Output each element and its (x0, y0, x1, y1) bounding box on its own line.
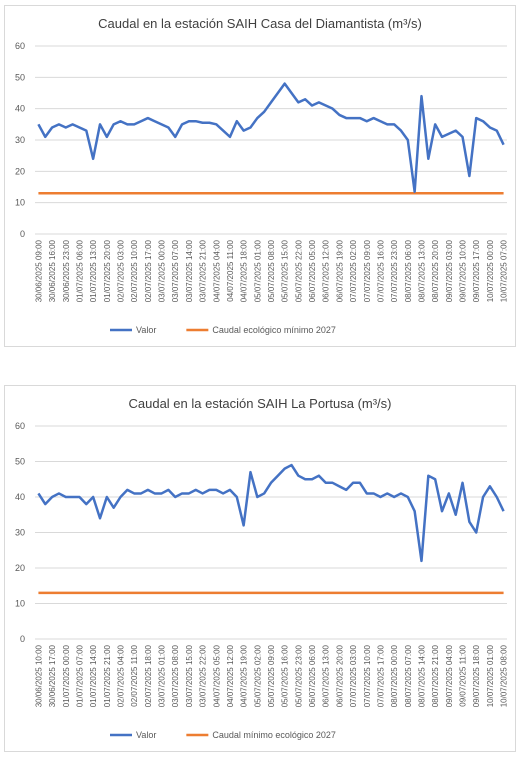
x-tick-label: 04/07/2025 12:00 (226, 644, 235, 707)
x-tick-label: 06/07/2025 12:00 (322, 239, 331, 302)
x-tick-label: 09/07/2025 11:00 (459, 644, 468, 706)
x-tick-label: 08/07/2025 13:00 (417, 239, 426, 302)
y-tick-label: 0 (20, 229, 25, 239)
x-tick-label: 30/06/2025 09:00 (34, 239, 43, 302)
y-tick-label: 40 (15, 104, 25, 114)
series-line (37, 463, 505, 563)
chart-title: Caudal en la estación SAIH La Portusa (m… (128, 396, 391, 411)
x-tick-label: 02/07/2025 18:00 (144, 644, 153, 707)
x-tick-label: 03/07/2025 01:00 (158, 644, 167, 707)
x-tick-label: 05/07/2025 08:00 (267, 239, 276, 302)
x-tick-label: 09/07/2025 18:00 (472, 644, 481, 707)
x-tick-label: 02/07/2025 17:00 (144, 239, 153, 302)
x-tick-label: 01/07/2025 20:00 (103, 239, 112, 302)
legend-label: Caudal mínimo ecológico 2027 (212, 730, 336, 740)
x-tick-label: 07/07/2025 03:00 (349, 644, 358, 707)
x-tick-label: 10/07/2025 00:00 (486, 239, 495, 302)
x-tick-label: 01/07/2025 13:00 (89, 239, 98, 302)
x-tick-label: 05/07/2025 16:00 (281, 644, 290, 707)
x-tick-label: 10/07/2025 07:00 (500, 239, 509, 302)
chart: Caudal en la estación SAIH Casa del Diam… (4, 5, 516, 347)
y-tick-label: 0 (20, 634, 25, 644)
y-tick-label: 30 (15, 528, 25, 538)
x-tick-label: 08/07/2025 06:00 (404, 239, 413, 302)
x-tick-label: 30/06/2025 17:00 (48, 644, 57, 707)
legend-label: Valor (136, 325, 156, 335)
x-tick-label: 05/07/2025 15:00 (281, 239, 290, 302)
x-tick-label: 02/07/2025 04:00 (117, 644, 126, 707)
x-tick-label: 03/07/2025 14:00 (185, 239, 194, 302)
x-tick-label: 09/07/2025 17:00 (472, 239, 481, 302)
x-tick-label: 01/07/2025 06:00 (75, 239, 84, 302)
x-tick-label: 05/07/2025 09:00 (267, 644, 276, 707)
x-tick-label: 09/07/2025 03:00 (445, 239, 454, 302)
y-tick-label: 20 (15, 563, 25, 573)
x-tick-label: 04/07/2025 05:00 (212, 644, 221, 707)
x-tick-label: 02/07/2025 03:00 (117, 239, 126, 302)
y-tick-label: 30 (15, 135, 25, 145)
x-tick-label: 04/07/2025 11:00 (226, 239, 235, 301)
x-tick-label: 08/07/2025 00:00 (390, 644, 399, 707)
x-tick-label: 02/07/2025 10:00 (130, 239, 139, 302)
y-tick-label: 40 (15, 492, 25, 502)
x-tick-label: 08/07/2025 14:00 (417, 644, 426, 707)
x-tick-label: 30/06/2025 16:00 (48, 239, 57, 302)
y-tick-label: 60 (15, 41, 25, 51)
x-tick-label: 02/07/2025 11:00 (130, 644, 139, 706)
x-tick-label: 05/07/2025 23:00 (294, 644, 303, 707)
x-tick-label: 04/07/2025 19:00 (240, 644, 249, 707)
x-tick-label: 01/07/2025 21:00 (103, 644, 112, 707)
y-tick-label: 50 (15, 457, 25, 467)
y-tick-label: 10 (15, 599, 25, 609)
x-tick-label: 07/07/2025 09:00 (363, 239, 372, 302)
x-tick-label: 05/07/2025 01:00 (253, 239, 262, 302)
x-tick-label: 08/07/2025 07:00 (404, 644, 413, 707)
x-tick-label: 06/07/2025 19:00 (335, 239, 344, 302)
chart-title: Caudal en la estación SAIH Casa del Diam… (98, 16, 422, 31)
x-tick-label: 05/07/2025 02:00 (253, 644, 262, 707)
x-tick-label: 07/07/2025 23:00 (390, 239, 399, 302)
x-tick-label: 04/07/2025 18:00 (240, 239, 249, 302)
x-tick-label: 08/07/2025 21:00 (431, 644, 440, 707)
x-tick-label: 07/07/2025 02:00 (349, 239, 358, 302)
x-tick-label: 01/07/2025 00:00 (62, 644, 71, 707)
x-tick-label: 09/07/2025 10:00 (459, 239, 468, 302)
x-tick-label: 03/07/2025 07:00 (171, 239, 180, 302)
y-tick-label: 20 (15, 166, 25, 176)
x-tick-label: 06/07/2025 20:00 (335, 644, 344, 707)
x-tick-label: 04/07/2025 04:00 (212, 239, 221, 302)
legend-label: Valor (136, 730, 156, 740)
x-tick-label: 09/07/2025 04:00 (445, 644, 454, 707)
x-tick-label: 01/07/2025 07:00 (75, 644, 84, 707)
x-tick-label: 03/07/2025 22:00 (199, 644, 208, 707)
x-tick-label: 30/06/2025 23:00 (62, 239, 71, 302)
legend-label: Caudal ecológico mínimo 2027 (212, 325, 336, 335)
series-line (37, 82, 505, 193)
x-tick-label: 03/07/2025 00:00 (158, 239, 167, 302)
x-tick-label: 08/07/2025 20:00 (431, 239, 440, 302)
x-tick-label: 10/07/2025 08:00 (500, 644, 509, 707)
x-tick-label: 06/07/2025 13:00 (322, 644, 331, 707)
x-tick-label: 06/07/2025 06:00 (308, 644, 317, 707)
y-tick-label: 60 (15, 421, 25, 431)
x-tick-label: 07/07/2025 17:00 (376, 644, 385, 707)
x-tick-label: 05/07/2025 22:00 (294, 239, 303, 302)
x-tick-label: 07/07/2025 16:00 (376, 239, 385, 302)
y-tick-label: 50 (15, 72, 25, 82)
x-tick-label: 06/07/2025 05:00 (308, 239, 317, 302)
y-tick-label: 10 (15, 198, 25, 208)
x-tick-label: 03/07/2025 08:00 (171, 644, 180, 707)
x-tick-label: 10/07/2025 01:00 (486, 644, 495, 707)
x-tick-label: 03/07/2025 15:00 (185, 644, 194, 707)
chart: Caudal en la estación SAIH La Portusa (m… (4, 385, 516, 752)
x-tick-label: 01/07/2025 14:00 (89, 644, 98, 707)
x-tick-label: 30/06/2025 10:00 (34, 644, 43, 707)
x-tick-label: 07/07/2025 10:00 (363, 644, 372, 707)
x-tick-label: 03/07/2025 21:00 (199, 239, 208, 302)
